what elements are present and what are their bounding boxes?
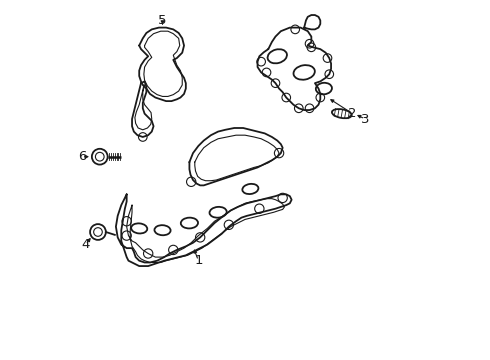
Text: 1: 1 <box>194 254 203 267</box>
Polygon shape <box>190 128 283 185</box>
Text: 3: 3 <box>361 113 369 126</box>
Polygon shape <box>139 28 186 101</box>
Text: 5: 5 <box>158 14 167 27</box>
Ellipse shape <box>332 109 352 118</box>
Circle shape <box>90 224 106 240</box>
Polygon shape <box>132 81 153 137</box>
Polygon shape <box>116 194 292 266</box>
Polygon shape <box>258 28 331 110</box>
Text: 6: 6 <box>77 150 86 163</box>
Text: 2: 2 <box>348 107 357 120</box>
Circle shape <box>92 149 108 165</box>
Polygon shape <box>304 15 320 30</box>
Text: 4: 4 <box>81 238 90 251</box>
